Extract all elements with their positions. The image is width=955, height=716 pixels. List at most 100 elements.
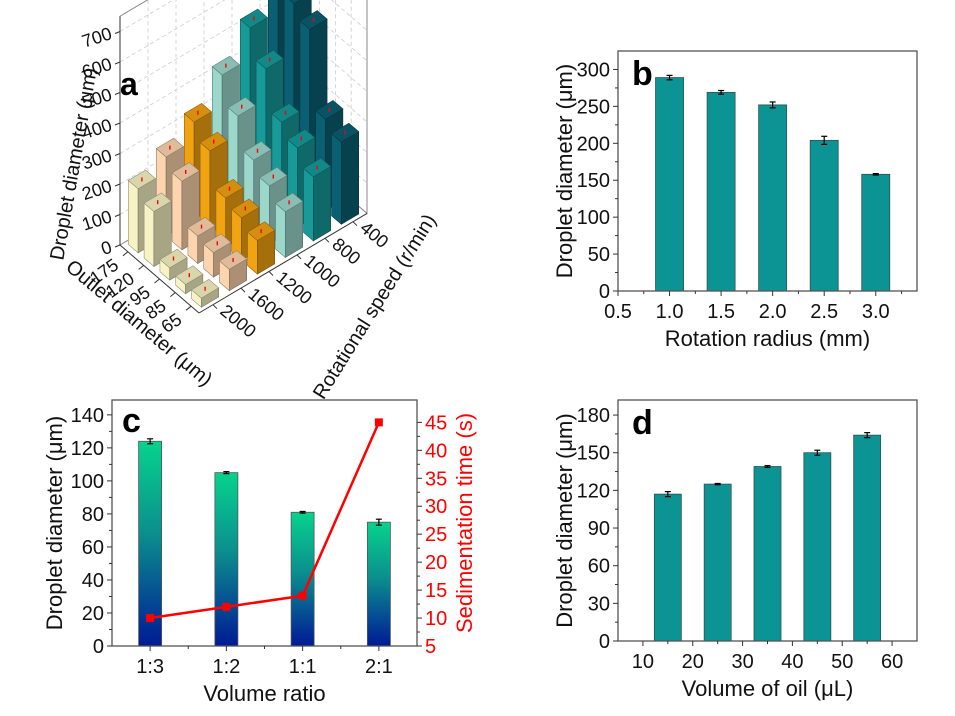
bar-3d [143,192,172,268]
bar [703,483,732,642]
x-tick-label: 2:1 [365,656,393,678]
z-tick [114,244,121,248]
x-tick-label: 1:2 [212,656,240,678]
x-tick-label: 2.0 [759,301,787,323]
y-axis-label: Droplet diameter (μm) [552,64,577,278]
panel-label: d [632,404,653,442]
sedimentation-point [222,602,231,611]
speed-tick [240,287,246,293]
bar [758,104,788,292]
bar-3d [247,221,276,275]
bar [853,434,882,642]
y-tick-label: 150 [577,170,610,192]
y2-tick-label: 5 [425,636,436,658]
y-tick-label: 60 [82,537,104,559]
outlet-tick [185,305,192,311]
y2-tick-label: 30 [425,496,447,518]
x-axis-label: Rotation radius (mm) [665,326,870,351]
z-tick-label: 200 [79,176,114,204]
y-tick-label: 20 [82,603,104,625]
bar-3d [303,157,332,242]
wall-gridline [119,0,368,93]
bar-face-left [275,202,286,259]
y2-tick-label: 45 [425,412,447,434]
bar-3d [191,279,220,308]
speed-tick [324,237,330,243]
bar-face-right [313,165,331,242]
y2-tick-label: 20 [425,552,447,574]
bar-3d [175,265,204,295]
y2-tick-label: 25 [425,524,447,546]
outlet-tick [138,265,145,270]
panel-label: b [632,55,653,93]
y2-tick-label: 15 [425,580,447,602]
y-tick-label: 30 [588,593,610,615]
y-tick-label: 80 [82,504,104,526]
x-axis-label: Volume ratio [203,681,325,706]
x-tick-label: 2.5 [810,301,838,323]
speed-tick [212,304,218,310]
outlet-tick [169,292,176,297]
bar-face-left [143,202,155,268]
bar [753,466,782,642]
bar-face-left [128,179,139,254]
y-tick-label: 0 [93,636,104,658]
y-axis-label: Droplet diameter (μm) [552,413,577,627]
x-tick-label: 20 [682,651,704,673]
y-tick-label: 100 [71,471,104,493]
y2-tick-label: 35 [425,468,447,490]
speed-tick-label: 400 [356,217,392,252]
y-tick-label: 150 [577,443,610,465]
bar-3d [219,250,248,292]
y-tick-label: 200 [577,133,610,155]
bar-3d [331,122,360,225]
bar-face-right [341,131,359,225]
x-axis-label: Volume of oil (μL) [682,676,854,701]
bar [366,521,391,647]
y-tick-label: 250 [577,96,610,118]
y-tick-label: 90 [588,518,610,540]
y-tick-label: 180 [577,405,610,427]
y2-axis-label: Sedimentation time (s) [452,413,477,633]
bar-face-left [331,132,342,225]
y-tick-label: 120 [577,480,610,502]
y-tick-label: 50 [588,244,610,266]
y2-tick-label: 10 [425,608,447,630]
outlet-tick [154,278,160,284]
z-tick [114,31,121,34]
y2-tick-label: 40 [425,440,447,462]
panel-label: a [120,66,138,102]
y-tick-label: 100 [577,207,610,229]
bar [861,173,891,292]
y-tick-label: 60 [588,556,610,578]
z-tick-label: 700 [79,23,114,51]
bar [803,452,832,642]
x-tick-label: 40 [781,651,803,673]
panel-b-bar-chart: 0 50 100 150 200 250 300 0.5 1.0 1.5 2.0 2.5 3.0 Rota… [552,50,918,351]
z-tick [114,122,121,126]
panel-c-bar-line-chart: 0 20 40 60 80 100 120 140 5 10 15 20 25 30 35 40 45 1:3 1:… [42,399,477,706]
x-tick-label: 1.0 [656,301,684,323]
speed-tick [296,254,302,260]
bar [214,472,239,647]
sedimentation-point [146,614,155,623]
x-tick-label: 1:1 [289,656,317,678]
plot-frame [617,50,918,292]
z-tick-label: 100 [79,206,114,234]
sedimentation-point [374,418,383,427]
z-tick [114,61,121,65]
x-tick-label: 30 [731,651,753,673]
speed-axis-line [198,212,368,314]
speed-tick [352,221,358,227]
speed-tick [268,271,274,276]
bar [809,139,839,292]
y-tick-label: 0 [599,281,610,303]
bar-face-left [171,172,183,251]
bar-3d [275,192,304,259]
z-tick [114,92,121,95]
sedimentation-line [149,421,381,620]
x-tick-label: 3.0 [862,301,890,323]
y-tick-label: 0 [599,631,610,653]
